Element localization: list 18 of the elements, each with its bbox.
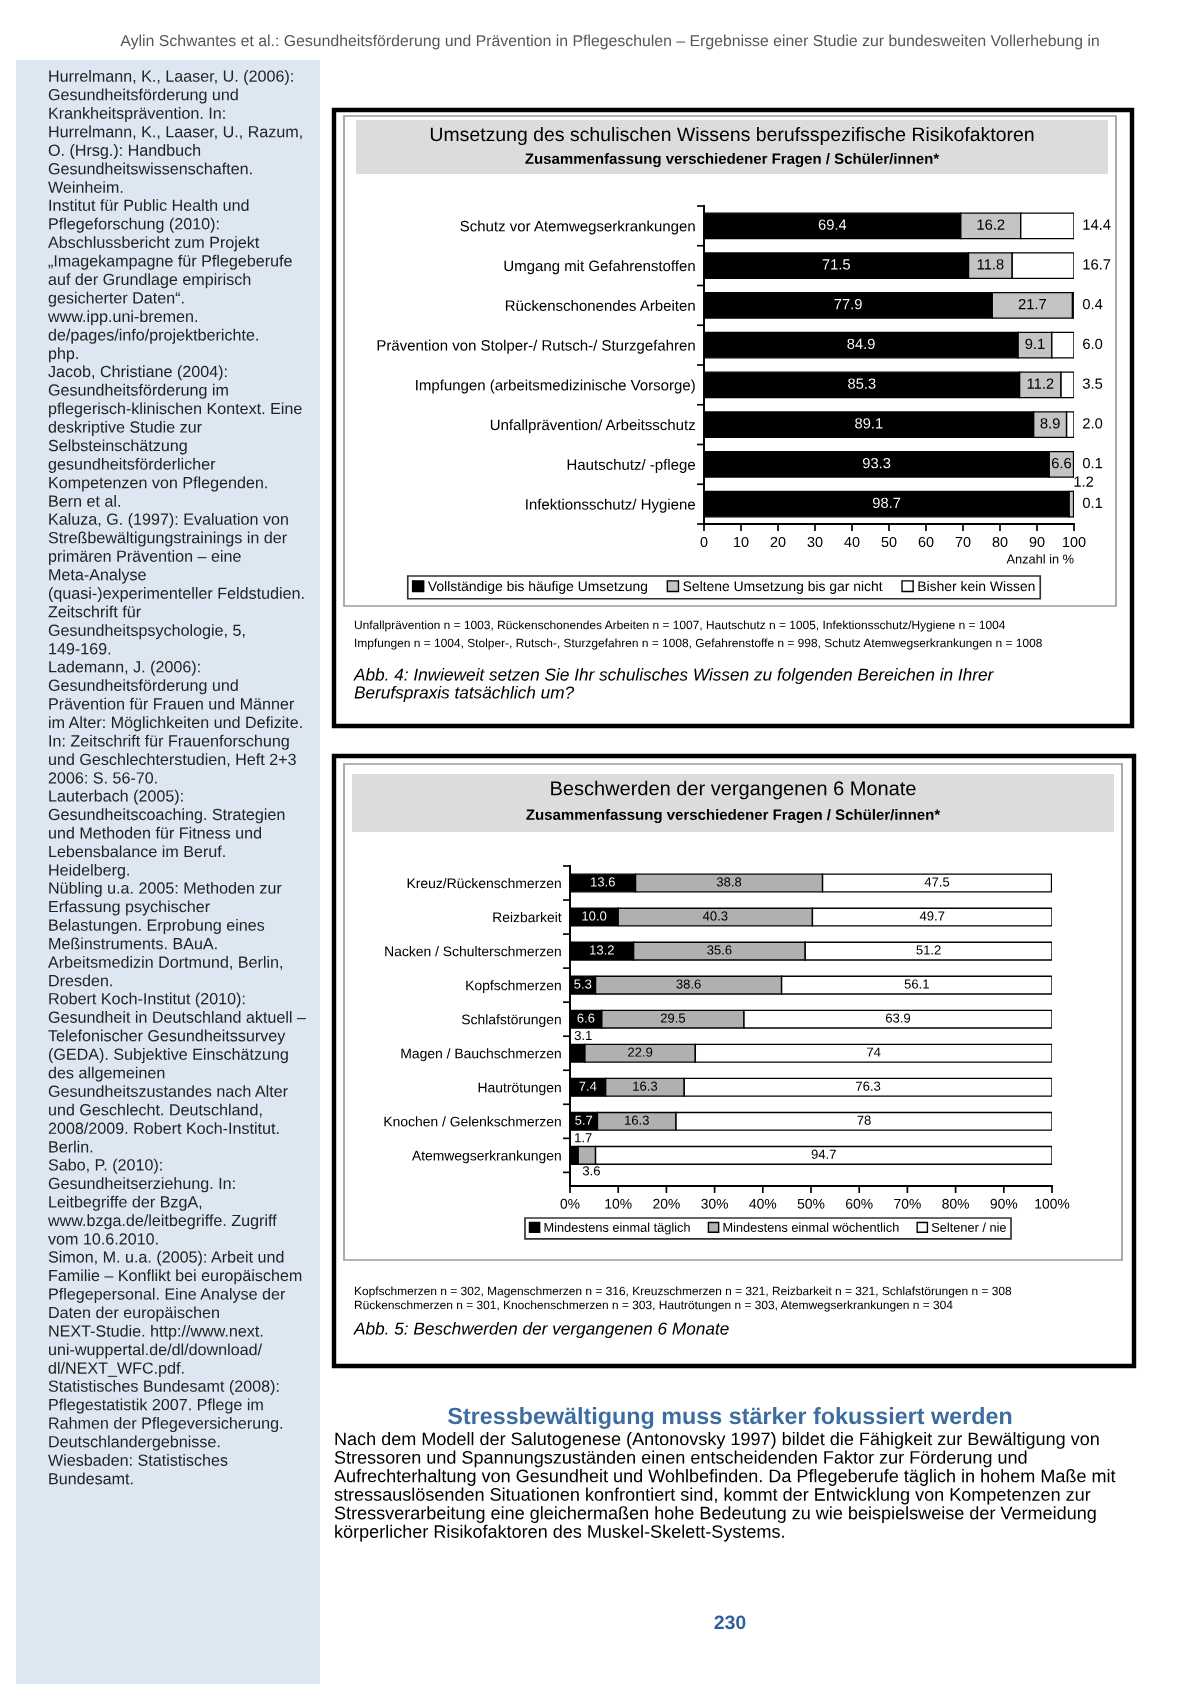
chart-title: Beschwerden der vergangenen 6 Monate bbox=[551, 780, 916, 800]
text: Stressbewältigung muss stärker fokussiert werden bbox=[448, 1407, 1012, 1429]
text: Robert Koch-Institut (2010): Gesundheit in Deutschland aktuell – Telefonischer Gesundheitssurvey (GEDA). Subjektive Einschätzung des allgemeinen Gesundheitszustandes nach Alter und Geschlecht. Deutschland, 2008/2009. Robert Koch-Institut. Berlin. bbox=[48, 992, 306, 1153]
text: Hurrelmann, K., Laaser, U. (2006): Gesundheitsförderung und Krankheitsprävention. In: Hurrelmann, K., Laaser, U., Razum, O. (Hrsg.): Handbuch Gesundheitswissenschaften. Weinheim. bbox=[48, 70, 302, 193]
text: Nübling u.a. 2005: Methoden zur Erfassung psychischer Belastungen. Erprobung eines Meßinstruments. BAuA. Arbeitsmedizin Dortmund, Berlin, Dresden. bbox=[48, 881, 283, 987]
text: Jacob, Christiane (2004): Gesundheitsförderung im pflegerisch-klinischen Kontext. Eine deskriptive Studie zur Selbsteinschätzung gesundheitsförderlicher Kompetenzen von Pflegenden. Bern et al. bbox=[48, 365, 302, 507]
text: Nach dem Modell der Salutogenese (Antonovsky 1997) bildet die Fähigkeit zur Bewältigung von Stressoren und Spannungszuständen einen entscheidenden Faktor zur Förderung und Aufrechterhaltung von Gesundheit und Wohlbefinden. Da Pflegeberufe täglich in hohem Maße mit stressauslösenden Situationen konfrontiert sind, kommt der Entwicklung von Kompetenzen zur Stressverarbeitung eine gleichermaßen hohe Bedeutung zu wie beispielsweise der Vermeidung körperlicher Risikofaktoren des Muskel-Skelett-Systems. bbox=[334, 1432, 1116, 1542]
text: Lauterbach (2005): Gesundheitscoaching. Strategien und Methoden für Fitness und Lebensbalance im Beruf. Heidelberg. bbox=[48, 789, 285, 879]
chart-title: Umsetzung des schulischen Wissens berufsspezifische Risikofaktoren bbox=[430, 126, 1034, 146]
text: Simon, M. u.a. (2005): Arbeit und Familie – Konflikt bei europäischem Pflegepersonal. Eine Analyse der Daten der europäischen NEXT-Studie. http://www.next. uni-wuppertal.de/dl/download/ dl/NEXT_WFC.pdf. bbox=[48, 1250, 302, 1377]
text: Lademann, J. (2006): Gesundheitsförderung und Prävention für Frauen und Männer im Alter: Möglichkeiten und Defizite. In: Zeitschrift für Frauenforschung und Geschlechterstudien, Heft 2+3 2006: S. 56-70. bbox=[48, 660, 302, 784]
text: Institut für Public Health und Pflegeforschung (2010): Abschlussbericht zum Projekt „Imagekampagne für Pflegeberufe auf der Grundlage empirisch gesicherter Daten“. www.ipp.uni-bremen. de/pages/info/projektberichte. php. bbox=[47, 199, 292, 363]
caption: Abb. 5: Beschwerden der vergangenen 6 Monate bbox=[353, 1322, 729, 1339]
caption: Abb. 4: Inwieweit setzen Sie Ihr schulisches Wissen zu folgenden Bereichen in Ihrer Berufspraxis tatsächlich um? bbox=[353, 668, 994, 702]
text: Statistisches Bundesamt (2008): Pflegestatistik 2007. Pflege im Rahmen der Pflegeversicherung. Deutschlandergebnisse. Wiesbaden: Statistisches Bundesamt. bbox=[48, 1379, 283, 1485]
text: 230 bbox=[714, 1615, 746, 1630]
text: Sabo, P. (2010): Gesundheitserziehung. In: Leitbegriffe der BzgA, www.bzga.de/leitbegriffe. Zugriff vom 10.6.2010. bbox=[47, 1158, 277, 1245]
text: Kaluza, G. (1997): Evaluation von Streßbewältigungstrainings in der primären Prävention – eine Meta-Analyse (quasi-)experimenteller Feldstudien. Zeitschrift für Gesundheitspsychologie, 5, 149-169. bbox=[48, 513, 304, 655]
